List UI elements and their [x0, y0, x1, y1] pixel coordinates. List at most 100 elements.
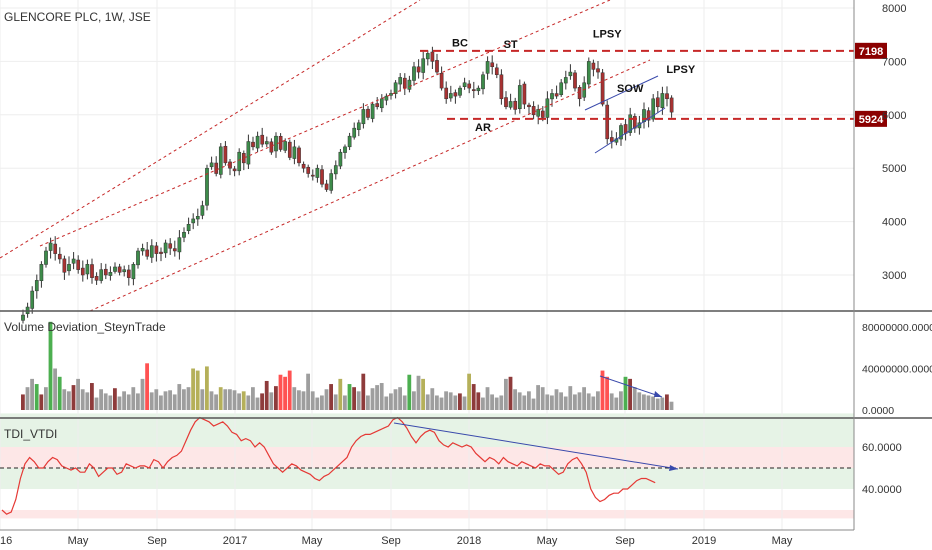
- candle-body[interactable]: [591, 62, 596, 70]
- volume-bar[interactable]: [402, 395, 407, 410]
- candle-body[interactable]: [251, 141, 255, 148]
- candle-body[interactable]: [315, 167, 320, 178]
- volume-bar[interactable]: [57, 376, 62, 410]
- volume-bar[interactable]: [218, 387, 223, 410]
- candle-body[interactable]: [444, 87, 449, 100]
- volume-bar[interactable]: [85, 392, 90, 410]
- volume-bar[interactable]: [517, 392, 522, 410]
- volume-bar[interactable]: [237, 393, 241, 410]
- volume-bar[interactable]: [669, 401, 674, 410]
- candle-body[interactable]: [154, 245, 159, 254]
- candle-body[interactable]: [619, 125, 623, 140]
- volume-bar[interactable]: [481, 397, 485, 410]
- volume-bar[interactable]: [619, 391, 623, 410]
- candle-body[interactable]: [218, 146, 223, 175]
- volume-bar[interactable]: [577, 392, 582, 410]
- candle-body[interactable]: [260, 134, 265, 145]
- candle-body[interactable]: [333, 165, 338, 175]
- candle-body[interactable]: [522, 83, 527, 105]
- volume-bar[interactable]: [632, 387, 637, 410]
- candle-body[interactable]: [485, 61, 490, 74]
- volume-bar[interactable]: [329, 384, 333, 410]
- volume-bar[interactable]: [264, 380, 269, 410]
- candle-body[interactable]: [540, 110, 545, 118]
- candle-body[interactable]: [462, 82, 467, 87]
- candle-body[interactable]: [384, 95, 389, 101]
- volume-bar[interactable]: [274, 386, 278, 410]
- candle-body[interactable]: [628, 114, 633, 133]
- candle-body[interactable]: [228, 161, 232, 169]
- candle-body[interactable]: [651, 98, 656, 120]
- volume-bar[interactable]: [306, 373, 310, 410]
- candle-body[interactable]: [113, 266, 117, 272]
- volume-bar[interactable]: [301, 391, 306, 410]
- candle-body[interactable]: [471, 89, 476, 92]
- volume-bar[interactable]: [352, 387, 356, 410]
- candle-body[interactable]: [297, 147, 301, 164]
- volume-bar[interactable]: [453, 395, 458, 410]
- volume-bar[interactable]: [448, 392, 453, 410]
- volume-bar[interactable]: [200, 389, 205, 410]
- candle-body[interactable]: [494, 67, 499, 76]
- candle-body[interactable]: [108, 272, 113, 276]
- volume-bar[interactable]: [255, 397, 260, 410]
- volume-bar[interactable]: [44, 387, 48, 410]
- candle-body[interactable]: [85, 264, 90, 275]
- tdi-line-series[interactable]: [1, 416, 656, 515]
- candle-body[interactable]: [39, 264, 44, 281]
- volume-bar[interactable]: [320, 395, 324, 410]
- volume-bar[interactable]: [195, 370, 200, 410]
- candle-body[interactable]: [605, 104, 610, 140]
- volume-bar[interactable]: [338, 378, 343, 410]
- volume-bar[interactable]: [490, 394, 494, 410]
- candle-body[interactable]: [550, 93, 554, 100]
- volume-bar[interactable]: [113, 388, 117, 410]
- candle-body[interactable]: [545, 98, 550, 118]
- volume-bar[interactable]: [278, 374, 283, 410]
- candle-body[interactable]: [301, 163, 306, 169]
- volume-bar[interactable]: [269, 392, 274, 410]
- volume-bar[interactable]: [126, 394, 131, 410]
- volume-bar[interactable]: [435, 395, 439, 410]
- volume-bar[interactable]: [527, 391, 531, 410]
- candle-body[interactable]: [329, 173, 334, 191]
- candle-body[interactable]: [389, 93, 393, 96]
- candle-body[interactable]: [264, 141, 269, 145]
- candle-body[interactable]: [163, 242, 168, 254]
- candle-body[interactable]: [122, 269, 127, 273]
- volume-bar[interactable]: [251, 387, 255, 410]
- volume-bar[interactable]: [149, 392, 154, 410]
- candle-body[interactable]: [159, 251, 163, 254]
- candle-body[interactable]: [324, 183, 329, 190]
- candle-body[interactable]: [136, 250, 140, 266]
- candle-body[interactable]: [99, 269, 104, 281]
- volume-bar[interactable]: [536, 385, 540, 410]
- volume-bar[interactable]: [145, 363, 149, 410]
- volume-bar[interactable]: [642, 394, 646, 410]
- candle-body[interactable]: [200, 205, 205, 216]
- candle-body[interactable]: [94, 276, 99, 281]
- candle-body[interactable]: [195, 216, 200, 220]
- candle-body[interactable]: [402, 77, 407, 89]
- candle-body[interactable]: [145, 249, 150, 257]
- volume-bar[interactable]: [471, 384, 476, 410]
- candle-body[interactable]: [186, 224, 191, 231]
- volume-bar[interactable]: [108, 395, 113, 410]
- candle-body[interactable]: [366, 108, 370, 118]
- volume-bar[interactable]: [140, 378, 145, 410]
- tdi-indicator-title[interactable]: TDI_VTDI: [4, 427, 57, 441]
- volume-indicator-title[interactable]: Volume Deviation_SteynTrade: [4, 320, 166, 334]
- volume-bar[interactable]: [205, 366, 209, 410]
- volume-bar[interactable]: [347, 384, 352, 410]
- candle-body[interactable]: [573, 72, 577, 89]
- candle-body[interactable]: [232, 168, 237, 172]
- volume-bar[interactable]: [600, 370, 605, 410]
- volume-bar[interactable]: [439, 397, 444, 410]
- volume-bar[interactable]: [582, 387, 586, 410]
- candle-body[interactable]: [177, 237, 182, 253]
- candle-body[interactable]: [182, 232, 186, 238]
- candle-body[interactable]: [453, 92, 458, 97]
- volume-bar[interactable]: [209, 391, 214, 410]
- candle-body[interactable]: [292, 146, 297, 159]
- volume-bar[interactable]: [485, 387, 490, 410]
